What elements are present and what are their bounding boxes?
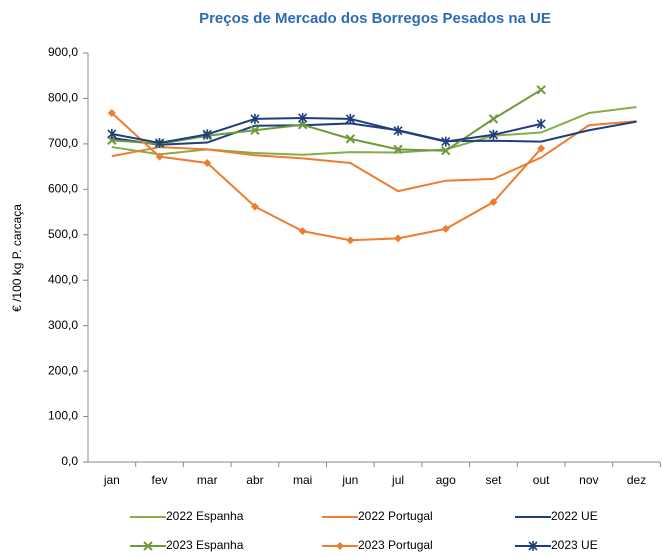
data-point [441, 145, 451, 156]
legend-label: 2022 UE [551, 509, 598, 523]
x-tick-label: ago [436, 473, 456, 487]
data-point [154, 137, 165, 148]
legend-label: 2023 Espanha [166, 538, 244, 552]
x-tick-label: mai [293, 473, 312, 487]
legend-marker [143, 541, 153, 551]
data-point [298, 227, 307, 236]
data-point [488, 114, 499, 124]
data-point [441, 136, 451, 147]
legend-label: 2022 Espanha [166, 509, 244, 523]
series-line [111, 120, 637, 146]
y-axis-label: € /100 kg P. carcaça [10, 204, 24, 312]
data-point [107, 128, 117, 139]
y-tick-label: 200,0 [48, 363, 78, 377]
data-point [203, 158, 212, 167]
x-tick-label: jan [103, 473, 120, 487]
data-point [394, 234, 403, 243]
data-point [346, 236, 355, 245]
data-point [393, 144, 403, 155]
data-point [537, 144, 546, 153]
legend-label: 2023 Portugal [358, 538, 433, 552]
data-point [345, 134, 356, 144]
y-tick-label: 300,0 [48, 318, 78, 332]
data-point [345, 113, 355, 124]
data-point [250, 202, 259, 211]
y-tick-label: 800,0 [48, 91, 78, 105]
x-tick-label: dez [627, 473, 646, 487]
data-point [393, 125, 403, 136]
series-line [111, 106, 637, 156]
data-point [536, 85, 546, 95]
y-tick-label: 600,0 [48, 182, 78, 196]
series-line [111, 116, 542, 144]
data-point [202, 129, 212, 140]
data-point [297, 120, 308, 130]
x-tick-label: fev [152, 473, 168, 487]
data-point [155, 152, 164, 161]
y-tick-label: 500,0 [48, 227, 78, 241]
chart-title: Preços de Mercado dos Borregos Pesados n… [199, 10, 551, 27]
legend-label: 2023 UE [551, 538, 598, 552]
x-tick-label: abr [246, 473, 263, 487]
y-tick-label: 900,0 [48, 45, 78, 59]
y-tick-label: 100,0 [48, 409, 78, 423]
legend-marker [336, 542, 344, 550]
legend-label: 2022 Portugal [358, 509, 433, 523]
x-tick-label: out [533, 473, 550, 487]
series-line [111, 120, 637, 193]
series-line [111, 88, 542, 152]
y-tick-label: 0,0 [61, 454, 78, 468]
y-tick-label: 400,0 [48, 272, 78, 286]
x-tick-label: nov [579, 473, 598, 487]
data-point [250, 125, 260, 135]
data-point [488, 129, 499, 140]
data-point [107, 108, 116, 117]
data-point [536, 118, 546, 129]
data-point [298, 112, 308, 123]
data-point [489, 198, 498, 207]
legend-marker [528, 541, 538, 551]
x-tick-label: jul [391, 473, 404, 487]
series-line [111, 112, 542, 242]
data-point [250, 113, 260, 124]
x-tick-label: set [485, 473, 502, 487]
x-tick-label: mar [197, 473, 218, 487]
y-tick-label: 700,0 [48, 136, 78, 150]
data-point [441, 224, 450, 233]
x-tick-label: jun [341, 473, 358, 487]
